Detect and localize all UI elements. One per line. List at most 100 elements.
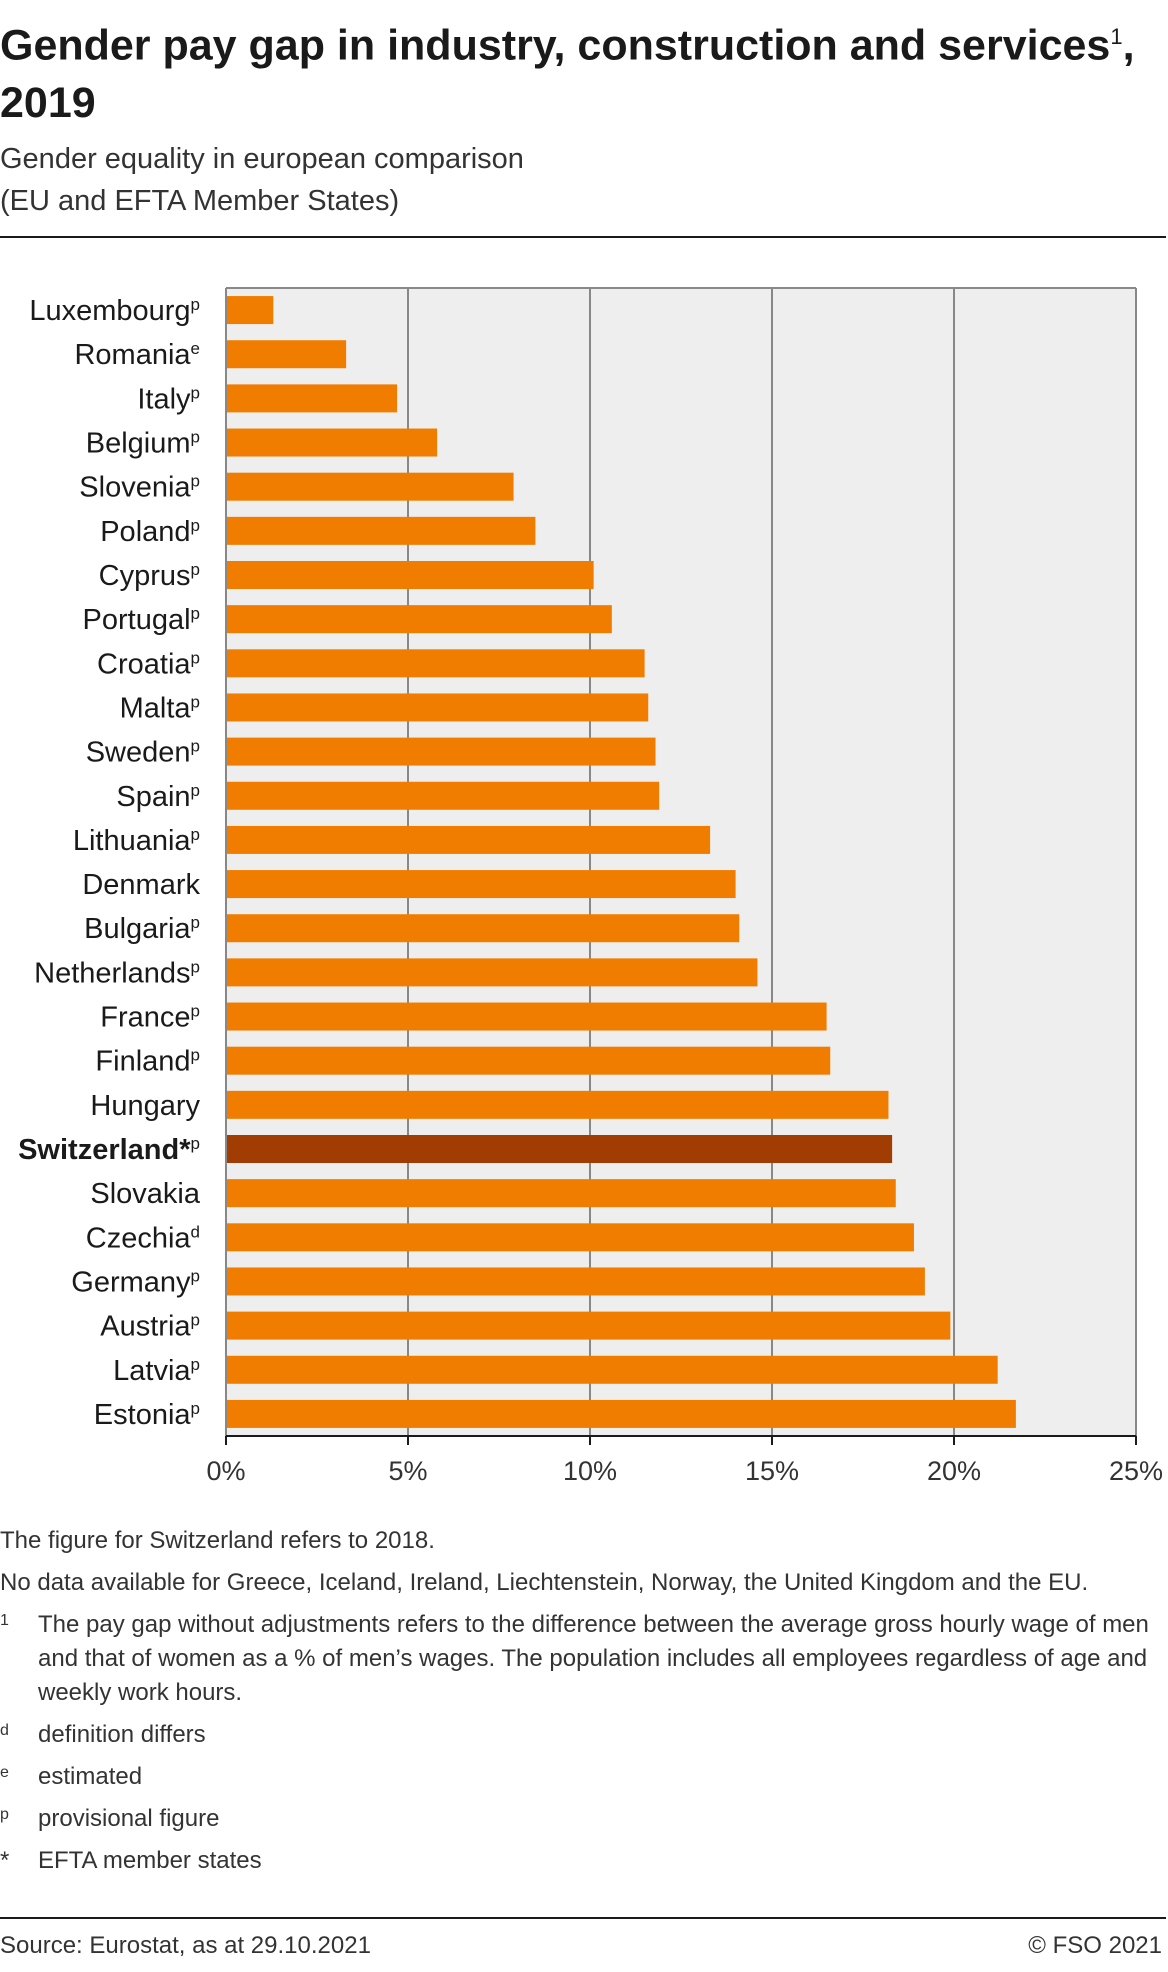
bar [226,296,274,325]
bar [226,472,514,501]
category-footnote-mark: d [191,1222,200,1241]
footnote-text: EFTA member states [38,1847,262,1874]
category-label: Croatiap [97,648,200,680]
x-tick-label: 20% [927,1456,981,1486]
category-footnote-mark: p [191,957,200,976]
footnote-item: e estimated [0,1760,1166,1794]
category-footnote-mark: p [191,825,200,844]
chart-notes: The figure for Switzerland refers to 201… [0,1524,1166,1886]
category-name: Romania [74,339,191,371]
note-no-data: No data available for Greece, Iceland, I… [0,1569,1089,1596]
category-footnote-mark: p [191,383,200,402]
category-footnote-mark: p [191,648,200,667]
category-footnote-mark: p [191,913,200,932]
category-name: Estonia [94,1399,192,1431]
category-name: Lithuania [73,825,192,857]
category-name: Luxembourg [29,295,190,327]
chart-subtitle: Gender equality in european comparison (… [0,138,524,222]
bar [226,605,612,634]
category-footnote-mark: p [191,781,200,800]
footnote-mark: * [0,1847,10,1874]
x-tick-label: 0% [206,1456,245,1486]
bar [226,693,649,722]
footnote-text: The pay gap without adjustments refers t… [38,1611,1149,1706]
bar [226,561,594,589]
bar [226,1046,831,1075]
category-label: Belgiump [86,428,200,460]
category-footnote-mark: p [191,1311,200,1330]
category-footnote-mark: p [191,472,200,491]
bar [226,1311,951,1340]
category-label: Polandp [100,516,200,548]
bar [226,870,736,899]
category-label: Denmark [82,869,200,901]
x-tick-label: 25% [1109,1456,1163,1486]
source-note: Source: Eurostat, as at 29.10.2021 [0,1932,371,1959]
category-name: Spain [116,781,190,813]
category-footnote-mark: p [191,1266,200,1285]
bar-chart: LuxembourgpRomaniaeItalypBelgiumpSloveni… [18,287,1163,1486]
category-label: Germanyp [71,1266,200,1298]
plot-background [226,288,1136,1436]
category-name: Germany [71,1266,191,1298]
category-label: Sloveniap [79,472,200,504]
subtitle-line-1: Gender equality in european comparison [0,143,524,175]
category-name: Malta [120,692,192,724]
category-label: Italyp [137,383,200,415]
category-label: Spainp [116,781,200,813]
bar [226,649,645,678]
category-label: Estoniap [94,1399,200,1431]
footnote-item: 1 The pay gap without adjustments refers … [0,1608,1166,1710]
category-label: Netherlandsp [34,957,200,989]
category-label: Luxembourgp [29,295,200,327]
bar [226,781,660,810]
category-footnote-mark: p [191,692,200,711]
category-label: Francep [100,1002,200,1034]
category-name: France [100,1002,190,1034]
category-label: Romaniae [74,339,200,371]
footnote-mark: d [0,1722,9,1739]
category-label: Lithuaniap [73,825,200,857]
bar [226,340,347,369]
footnote-text: provisional figure [38,1805,220,1832]
category-footnote-mark: p [191,560,200,579]
footnote-mark: e [0,1764,9,1781]
bar [226,1399,1016,1428]
category-name: Cyprus [99,560,191,592]
title-text: Gender pay gap in industry, construction… [0,21,1111,70]
category-footnote-mark: p [191,295,200,314]
bar [226,428,438,457]
category-name: Slovakia [90,1178,200,1210]
efta-asterisk: * [179,1134,191,1166]
category-name: Belgium [86,428,191,460]
x-tick-label: 10% [563,1456,617,1486]
category-name: Slovenia [79,472,191,504]
category-name: Portugal [83,604,191,636]
category-footnote-mark: p [191,1002,200,1021]
category-label: Slovakia [90,1178,200,1210]
bar [226,1267,925,1296]
note-switzerland-year: The figure for Switzerland refers to 201… [0,1527,435,1554]
footnote-text: definition differs [38,1721,206,1748]
category-name: Czechia [86,1222,192,1254]
category-footnote-mark: p [191,604,200,623]
bar [226,1002,827,1031]
chart-title: Gender pay gap in industry, construction… [0,8,1160,132]
category-name: Croatia [97,648,191,680]
category-name: Hungary [90,1090,200,1122]
title-footnote-mark: 1 [1110,24,1123,49]
category-name: Italy [137,383,191,415]
category-label: Finlandp [95,1046,200,1078]
category-footnote-mark: p [191,1134,200,1153]
footnote-list: 1 The pay gap without adjustments refers … [0,1608,1166,1878]
category-footnote-mark: e [191,339,200,358]
category-label: Austriap [100,1311,200,1343]
category-footnote-mark: p [191,428,200,447]
copyright-note: © FSO 2021 [1028,1932,1162,1959]
category-footnote-mark: p [191,516,200,535]
bar [226,914,740,943]
bar [226,737,656,766]
category-name: Denmark [82,869,200,901]
bar [226,958,758,987]
category-label: Bulgariap [84,913,200,945]
